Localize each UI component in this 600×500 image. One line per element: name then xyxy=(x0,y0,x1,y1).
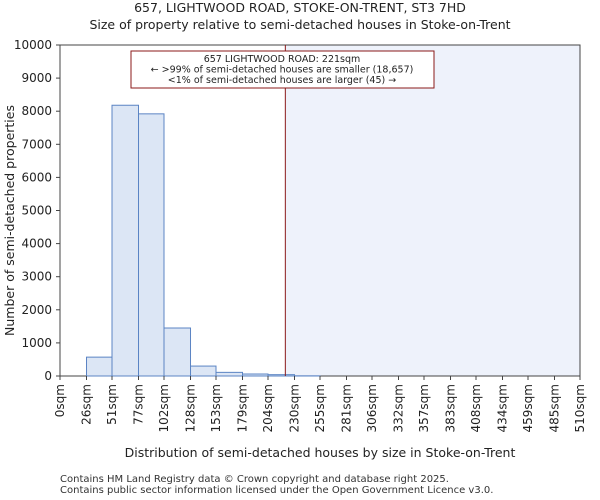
y-axis-label: Number of semi-detached properties xyxy=(2,105,17,336)
x-tick-label: 459sqm xyxy=(521,384,535,432)
x-tick-label: 26sqm xyxy=(80,384,94,425)
x-tick-label: 383sqm xyxy=(444,384,458,432)
y-tick-label: 1000 xyxy=(21,336,52,350)
bar xyxy=(190,365,217,377)
y-tick-label: 3000 xyxy=(21,270,52,284)
annotation-line-2: ← >99% of semi-detached houses are small… xyxy=(151,65,414,76)
x-tick-label: 485sqm xyxy=(548,384,562,432)
bar xyxy=(215,371,244,377)
bar xyxy=(267,374,296,377)
footer-line-2: Contains public sector information licen… xyxy=(60,485,494,496)
chart-title: 657, LIGHTWOOD ROAD, STOKE-ON-TRENT, ST3… xyxy=(134,0,466,15)
x-tick-label: 357sqm xyxy=(417,384,431,432)
x-tick-label: 332sqm xyxy=(392,384,406,432)
bar xyxy=(163,327,192,377)
y-tick-label: 4000 xyxy=(21,237,52,251)
x-tick-label: 255sqm xyxy=(313,384,327,432)
x-tick-label: 281sqm xyxy=(340,384,354,432)
y-tick-label: 9000 xyxy=(21,71,52,85)
x-tick-label: 51sqm xyxy=(105,384,119,425)
x-tick-label: 306sqm xyxy=(365,384,379,432)
x-tick-label: 128sqm xyxy=(184,384,198,432)
bar xyxy=(111,104,140,377)
x-tick-label: 77sqm xyxy=(132,384,146,425)
bar xyxy=(138,113,165,377)
y-tick-label: 10000 xyxy=(14,38,52,52)
y-tick-label: 2000 xyxy=(21,303,52,317)
x-tick-label: 102sqm xyxy=(157,384,171,432)
chart-subtitle: Size of property relative to semi-detach… xyxy=(89,17,511,32)
x-tick-label: 408sqm xyxy=(469,384,483,432)
x-tick-label: 0sqm xyxy=(53,384,67,417)
larger-region-shade xyxy=(285,45,580,376)
y-tick-label: 8000 xyxy=(21,104,52,118)
bar xyxy=(242,373,269,377)
x-tick-label: 204sqm xyxy=(261,384,275,432)
y-tick-label: 6000 xyxy=(21,170,52,184)
annotation-line-3: <1% of semi-detached houses are larger (… xyxy=(168,75,396,86)
x-tick-label: 434sqm xyxy=(496,384,510,432)
x-tick-label: 230sqm xyxy=(288,384,302,432)
x-tick-label: 510sqm xyxy=(573,384,587,432)
x-tick-label: 153sqm xyxy=(209,384,223,432)
y-tick-label: 0 xyxy=(44,369,52,383)
y-tick-label: 7000 xyxy=(21,137,52,151)
footer-line-1: Contains HM Land Registry data © Crown c… xyxy=(60,474,449,485)
y-tick-label: 5000 xyxy=(21,204,52,218)
annotation-line-1: 657 LIGHTWOOD ROAD: 221sqm xyxy=(204,54,361,65)
bar xyxy=(86,356,113,377)
x-axis-label: Distribution of semi-detached houses by … xyxy=(125,445,516,460)
x-tick-label: 179sqm xyxy=(236,384,250,432)
annotation-box xyxy=(130,50,435,89)
